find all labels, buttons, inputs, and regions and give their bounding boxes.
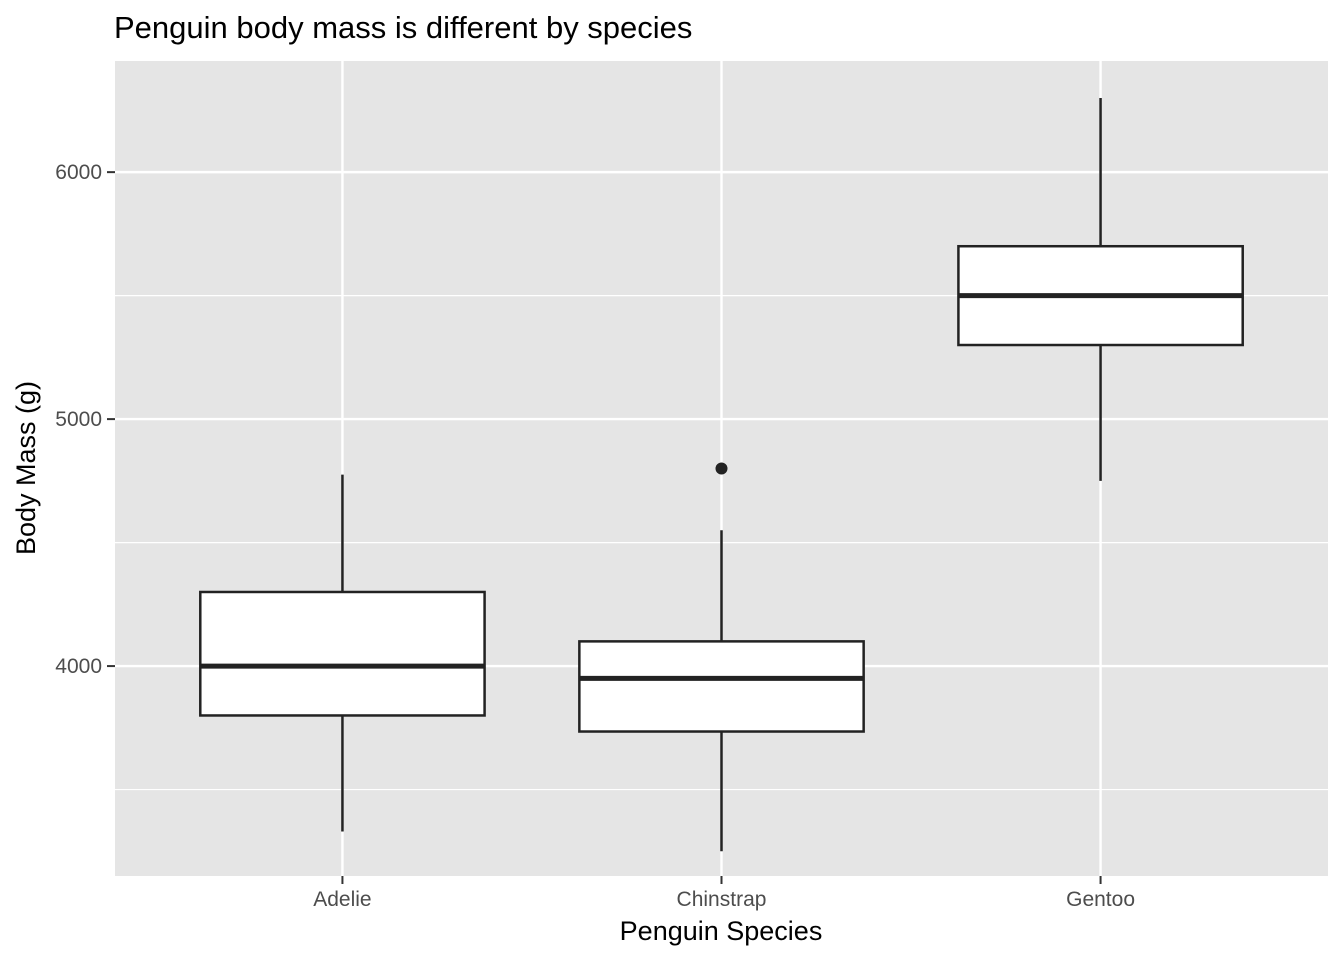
boxes [199,98,1244,852]
x-axis-title: Penguin Species [620,916,823,946]
box-adelie [199,474,486,832]
box-iqr [199,590,486,717]
y-axis-title: Body Mass (g) [11,381,41,555]
x-tick-label: Adelie [313,888,371,911]
y-tick-label: 6000 [55,161,102,184]
x-tick-label: Gentoo [1066,888,1135,911]
outlier-point [715,462,728,475]
axes: 4000 5000 6000 Adelie Chinstrap Gentoo [55,161,1135,911]
y-tick-label: 4000 [55,655,102,678]
box-chinstrap [578,462,865,852]
box-gentoo [957,98,1244,481]
y-tick-label: 5000 [55,408,102,431]
x-tick-label: Chinstrap [677,888,767,911]
box-iqr [578,640,865,733]
chart-title: Penguin body mass is different by specie… [114,10,692,45]
